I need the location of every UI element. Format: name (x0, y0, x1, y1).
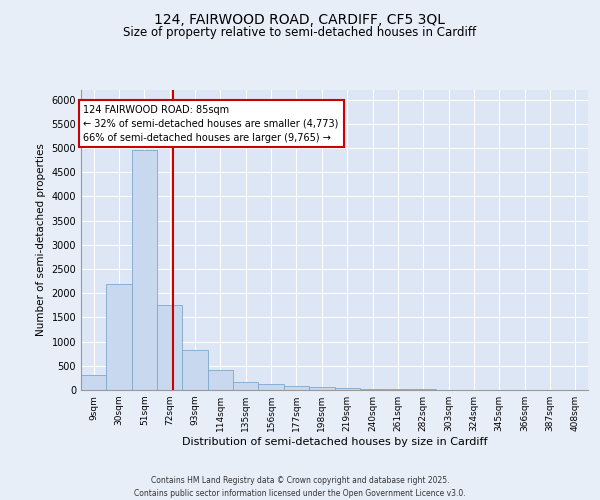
Y-axis label: Number of semi-detached properties: Number of semi-detached properties (36, 144, 46, 336)
Bar (360, 388, 385, 390)
Text: Contains HM Land Registry data © Crown copyright and database right 2025.
Contai: Contains HM Land Registry data © Crown c… (134, 476, 466, 498)
Bar (233, 382, 259, 390)
Text: Size of property relative to semi-detached houses in Cardiff: Size of property relative to semi-detach… (124, 26, 476, 39)
Bar (259, 384, 284, 390)
Bar (132, 150, 157, 390)
Text: 124, FAIRWOOD ROAD, CARDIFF, CF5 3QL: 124, FAIRWOOD ROAD, CARDIFF, CF5 3QL (155, 12, 445, 26)
Bar (81, 375, 106, 390)
Bar (106, 284, 132, 390)
Bar (385, 389, 410, 390)
Text: 124 FAIRWOOD ROAD: 85sqm
← 32% of semi-detached houses are smaller (4,773)
66% o: 124 FAIRWOOD ROAD: 85sqm ← 32% of semi-d… (83, 104, 339, 142)
Bar (182, 350, 208, 390)
X-axis label: Distribution of semi-detached houses by size in Cardiff: Distribution of semi-detached houses by … (182, 437, 487, 447)
Bar (335, 388, 360, 390)
Bar (208, 370, 233, 390)
Bar (157, 306, 182, 390)
Bar (309, 387, 335, 390)
Bar (284, 386, 309, 390)
